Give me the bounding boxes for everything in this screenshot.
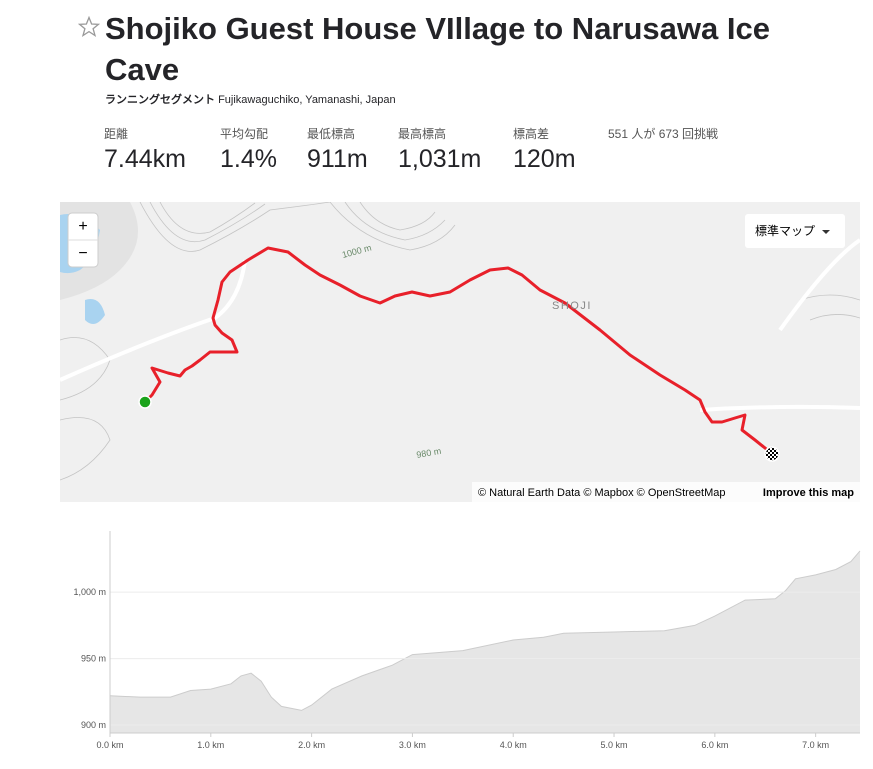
style-menu-label: 標準マップ (755, 223, 815, 238)
stat-label: 平均勾配 (220, 127, 269, 141)
x-tick-label: 1.0 km (197, 740, 224, 750)
stat-value: 1.4% (220, 145, 277, 173)
x-tick-label: 3.0 km (399, 740, 426, 750)
stat-value: 7.44km (104, 145, 186, 173)
zoom-in[interactable]: + (78, 218, 87, 235)
map-label: 980 m (416, 446, 442, 460)
y-tick-label: 1,000 m (73, 587, 106, 597)
elevation-chart: 900 m 950 m 1,000 m 0.0 km 1.0 km 2.0 km 3.0 k… (73, 531, 861, 750)
stat-label: 標高差 (513, 127, 550, 141)
x-tick-label: 7.0 km (802, 740, 829, 750)
location: Fujikawaguchiko, Yamanashi, Japan (218, 94, 396, 106)
stat-label: 最高標高 (398, 127, 447, 141)
route (143, 246, 771, 454)
map-label: SHOJI (552, 300, 592, 312)
x-tick-label: 6.0 km (701, 740, 728, 750)
x-tick-label: 2.0 km (298, 740, 325, 750)
star-icon[interactable] (78, 16, 100, 38)
start-marker (138, 395, 152, 409)
attempts: 551 人が 673 回挑戦 (608, 127, 719, 141)
stat-label: 距離 (104, 127, 129, 141)
elevation-area (110, 550, 860, 733)
attribution: © Natural Earth Data © Mapbox © OpenStre… (478, 487, 725, 499)
zoom-out[interactable]: − (78, 245, 87, 262)
stat-value: 911m (307, 145, 368, 173)
x-tick-label: 0.0 km (96, 740, 123, 750)
finish-marker (764, 446, 780, 462)
x-tick-label: 5.0 km (601, 740, 628, 750)
stat-label: 最低標高 (307, 127, 356, 141)
segment-type: ランニングセグメント (105, 94, 215, 106)
style-menu[interactable] (745, 214, 845, 248)
y-tick-label: 950 m (81, 654, 106, 664)
stat-value: 120m (513, 145, 576, 173)
improve-map-link[interactable]: Improve this map (763, 487, 854, 499)
y-tick-label: 900 m (81, 720, 106, 730)
x-tick-label: 4.0 km (500, 740, 527, 750)
stat-value: 1,031m (398, 145, 482, 173)
segment-title: Shojiko Guest House VIllage to Narusawa … (105, 11, 770, 87)
elevation-line (109, 550, 861, 711)
subtitle: ランニングセグメント Fujikawaguchiko, Yamanashi, J… (105, 91, 396, 107)
map[interactable]: 1000 m SHOJI 980 m + − 標準マップ © Natural E… (60, 202, 860, 502)
